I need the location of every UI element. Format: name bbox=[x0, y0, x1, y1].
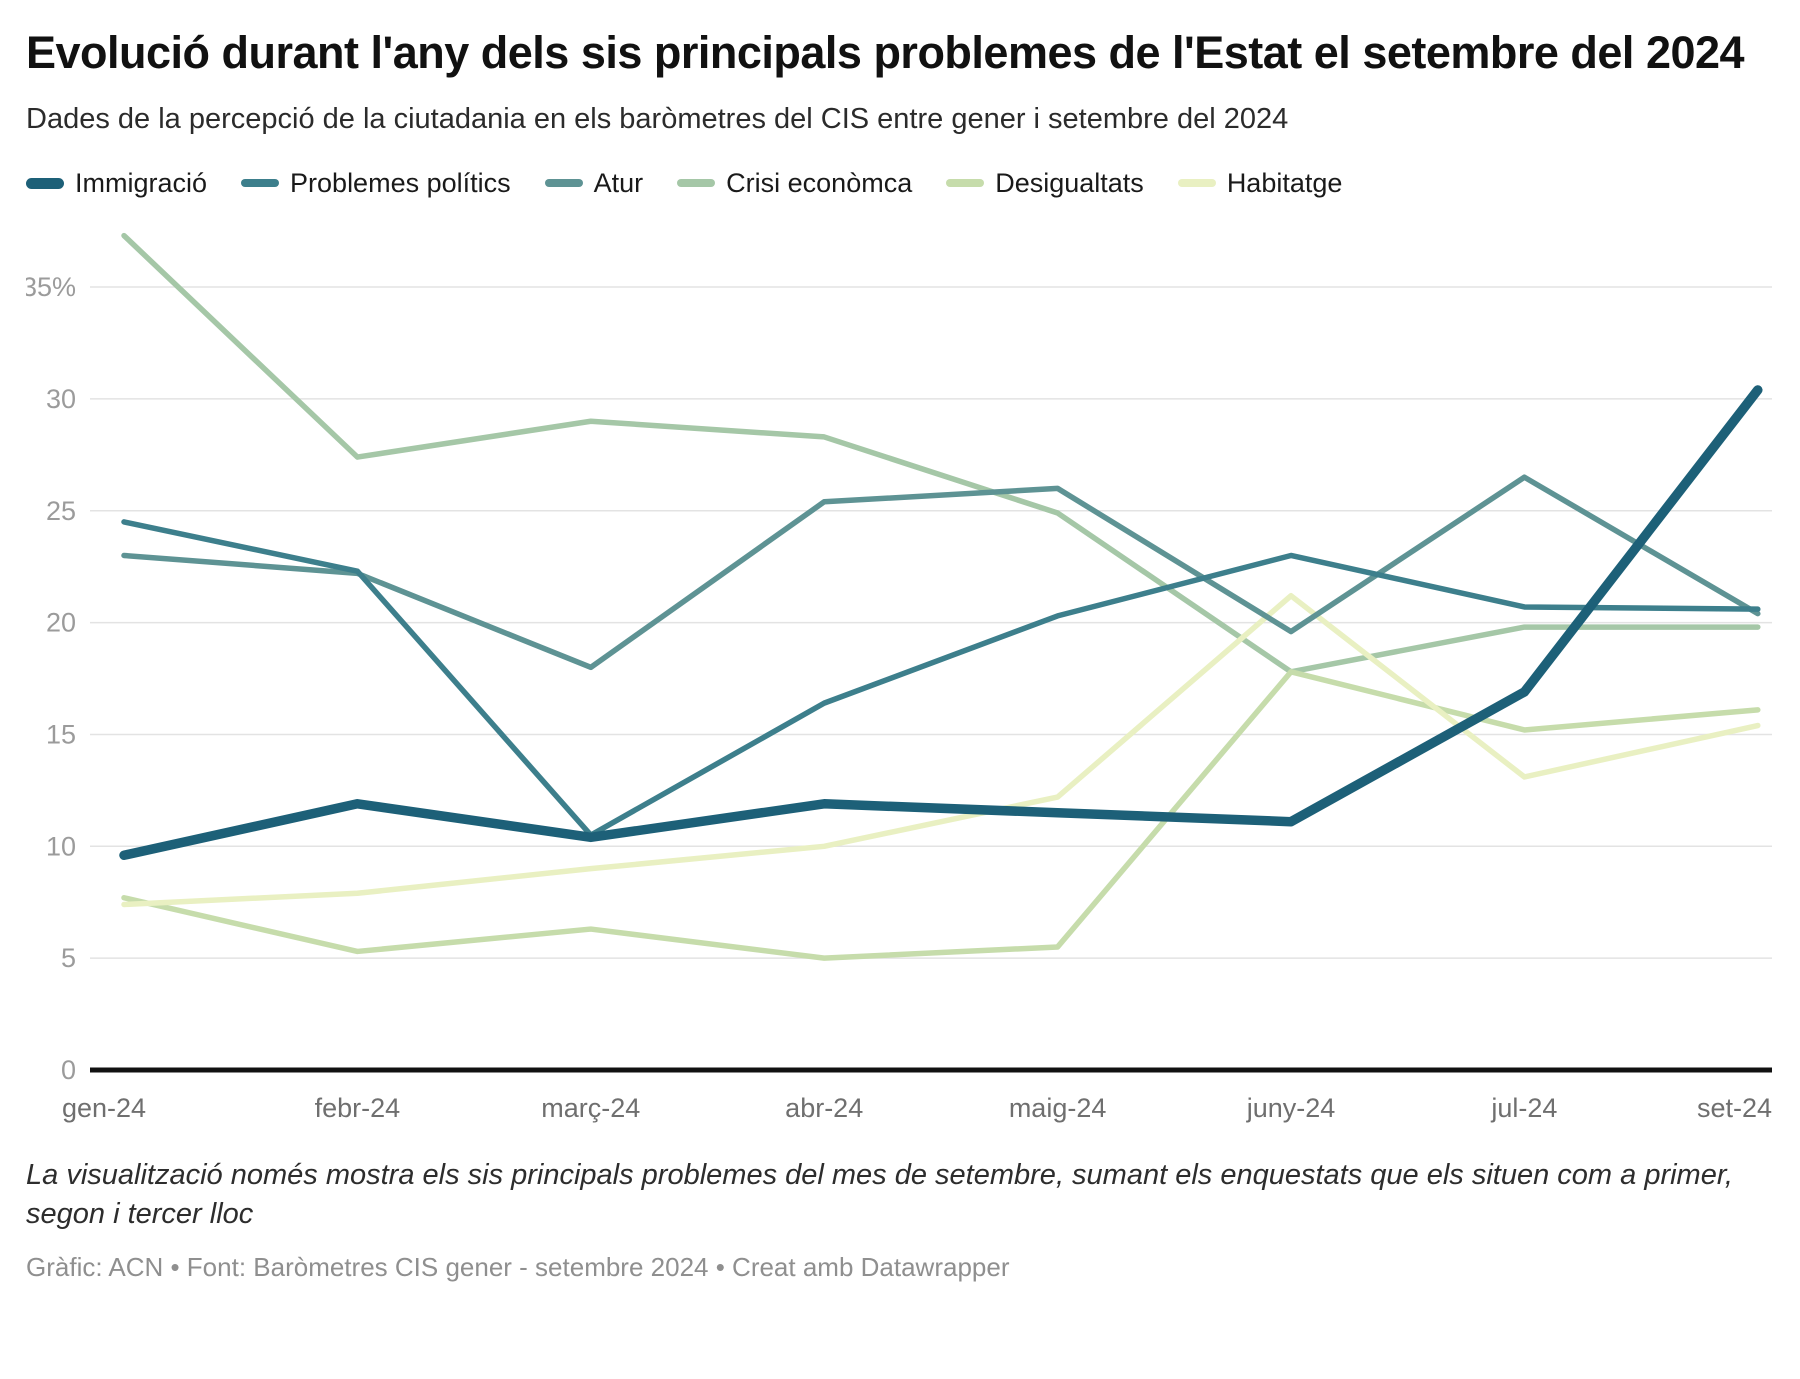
legend: Immigració Problemes polítics Atur Crisi ec… bbox=[26, 168, 1774, 199]
legend-item-immigracio: Immigració bbox=[26, 168, 207, 199]
series-line-habitatge[interactable] bbox=[121, 592, 1761, 908]
legend-item-habitatge: Habitatge bbox=[1177, 167, 1343, 199]
series-line-atur[interactable] bbox=[121, 474, 1761, 670]
y-tick-label: 35% bbox=[26, 272, 76, 302]
x-tick-label: abr-24 bbox=[785, 1093, 863, 1123]
legend-item-desigualtats: Desigualtats bbox=[946, 168, 1144, 199]
y-tick-label: 15 bbox=[46, 719, 76, 749]
legend-swatch-icon bbox=[677, 179, 716, 188]
y-tick-label: 30 bbox=[46, 384, 76, 414]
series-line-crisi-economca[interactable] bbox=[121, 232, 1761, 675]
series-line-immigracio[interactable] bbox=[119, 385, 1763, 860]
legend-label: Desigualtats bbox=[995, 167, 1144, 198]
legend-swatch-icon bbox=[241, 179, 280, 188]
x-tick-label: febr-24 bbox=[315, 1093, 401, 1123]
x-tick-label: juny-24 bbox=[1246, 1093, 1336, 1123]
legend-swatch-icon bbox=[1177, 179, 1216, 188]
series-line-desigualtats[interactable] bbox=[121, 668, 1761, 961]
y-tick-label: 10 bbox=[46, 831, 76, 861]
legend-item-crisi-economca: Crisi econòmca bbox=[677, 168, 912, 199]
y-tick-label: 25 bbox=[46, 496, 76, 526]
legend-label: Immigració bbox=[75, 167, 208, 198]
y-tick-label: 20 bbox=[46, 607, 76, 637]
y-tick-label: 5 bbox=[61, 943, 76, 973]
x-tick-label: gen-24 bbox=[62, 1093, 146, 1123]
chart-wrap: 0 5 10 15 20 25 30 35% gen-24 febr-24 març-24 abr-2… bbox=[22, 207, 1774, 1150]
series-line-problemes-politics[interactable] bbox=[121, 519, 1761, 838]
chart-subtitle: Dades de la percepció de la ciutadania e… bbox=[26, 102, 1289, 135]
x-tick-label: maig-24 bbox=[1009, 1093, 1107, 1123]
chart: 0 5 10 15 20 25 30 35% gen-24 febr-24 març-24 abr-2… bbox=[22, 232, 1772, 1123]
chart-footnote: La visualització només mostra els sis pr… bbox=[26, 1158, 1733, 1231]
legend-label: Problemes polítics bbox=[290, 167, 511, 198]
legend-item-problemes-politics: Problemes polítics bbox=[241, 168, 511, 199]
y-tick-label: 0 bbox=[61, 1055, 76, 1085]
legend-item-atur: Atur bbox=[544, 167, 644, 199]
legend-label: Crisi econòmca bbox=[726, 167, 913, 198]
legend-label: Atur bbox=[593, 167, 644, 198]
legend-swatch-icon bbox=[544, 179, 583, 188]
legend-swatch-icon bbox=[26, 177, 64, 189]
legend-label: Habitatge bbox=[1226, 167, 1343, 198]
x-tick-label: set-24 bbox=[1697, 1093, 1772, 1123]
x-tick-label: març-24 bbox=[541, 1093, 640, 1123]
x-tick-label: jul-24 bbox=[1490, 1093, 1557, 1123]
legend-swatch-icon bbox=[946, 179, 985, 188]
chart-credit: Gràfic: ACN • Font: Baròmetres CIS gener… bbox=[26, 1252, 1010, 1283]
page-title: Evolució durant l'any dels sis principal… bbox=[26, 27, 1745, 78]
